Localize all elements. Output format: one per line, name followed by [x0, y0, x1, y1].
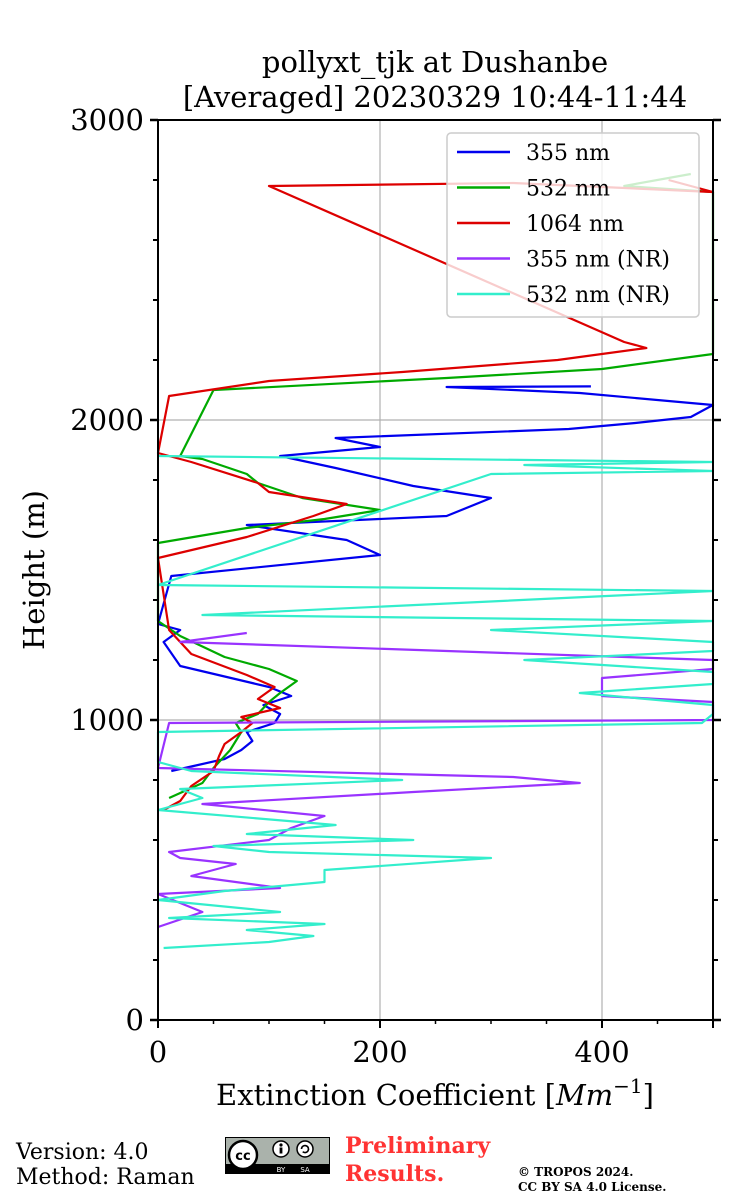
- legend-label-4: 532 nm (NR): [526, 283, 670, 308]
- legend-label-0: 355 nm: [526, 141, 610, 166]
- x-ticks: 0 200 400: [149, 1020, 714, 1069]
- x-axis-label-text: Extinction Coefficient [: [216, 1078, 556, 1112]
- chart-title-line2: [Averaged] 20230329 10:44-11:44: [183, 80, 687, 114]
- series-line-0: [156, 385, 715, 773]
- preliminary-results-note: Preliminary Results.: [345, 1132, 490, 1188]
- prelim-line2: Results.: [345, 1161, 445, 1187]
- legend-label-2: 1064 nm: [526, 212, 624, 237]
- y-tick-label: 3000: [70, 103, 144, 137]
- y-tick-label: 1000: [70, 703, 144, 737]
- copyright-line2: CC BY SA 4.0 License.: [518, 1180, 667, 1194]
- sa-icon: [296, 1140, 314, 1158]
- x-axis-unit: Mm: [555, 1078, 613, 1112]
- version-text: Version: 4.0: [16, 1140, 149, 1165]
- x-axis-label-close: ]: [643, 1078, 654, 1112]
- extinction-chart: pollyxt_tjk at Dushanbe [Averaged] 20230…: [17, 45, 721, 1112]
- svg-text:cc: cc: [235, 1149, 250, 1164]
- legend-box: [446, 132, 700, 318]
- chart-title-line1: pollyxt_tjk at Dushanbe: [262, 45, 608, 80]
- copyright-note: © TROPOS 2024. CC BY SA 4.0 License.: [518, 1165, 666, 1195]
- x-tick-label: 200: [352, 1035, 407, 1069]
- y-tick-label: 2000: [70, 403, 144, 437]
- series-line-3: [156, 631, 715, 929]
- version-method-block: Version: 4.0 Method: Raman: [16, 1140, 195, 1190]
- cc-sa-text: SA: [300, 1166, 310, 1174]
- x-tick-label: 400: [574, 1035, 629, 1069]
- series-line-1: [156, 172, 715, 800]
- legend: 355 nm 532 nm 1064 nm 355 nm (NR) 532 nm (NR…: [446, 132, 700, 318]
- x-tick-label: 0: [149, 1035, 167, 1069]
- cc-by-text: BY: [277, 1166, 286, 1174]
- x-axis-unit-exponent: −1: [613, 1074, 642, 1098]
- prelim-line1: Preliminary: [345, 1133, 491, 1159]
- cc-by-sa-license-badge: cc BY SA: [225, 1137, 330, 1174]
- y-ticks: 0 1000 2000 3000: [70, 103, 721, 1037]
- legend-label-3: 355 nm (NR): [526, 248, 670, 273]
- y-axis-label: Height (m): [17, 490, 51, 650]
- method-text: Method: Raman: [16, 1165, 195, 1190]
- x-axis-label: Extinction Coefficient [Mm−1]: [216, 1074, 654, 1112]
- series-line-2: [156, 178, 715, 811]
- legend-label-1: 532 nm: [526, 177, 610, 202]
- copyright-line1: © TROPOS 2024.: [518, 1165, 634, 1179]
- y-tick-label: 0: [126, 1003, 144, 1037]
- plot-series: [156, 172, 715, 950]
